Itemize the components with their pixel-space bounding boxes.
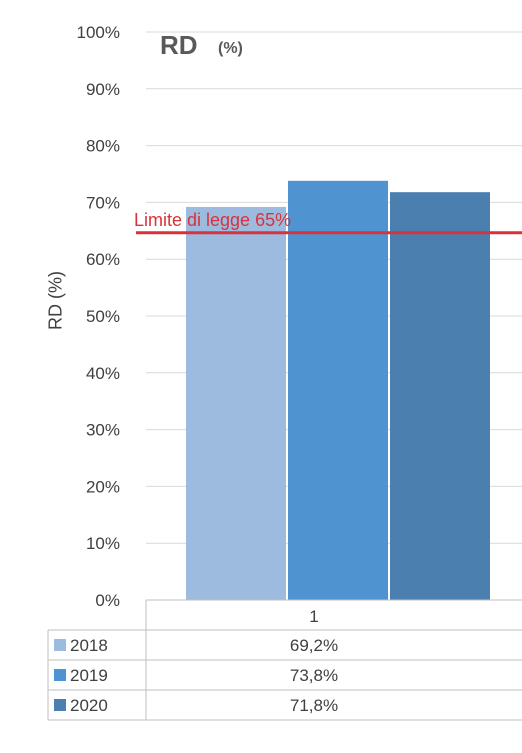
bar-2018 [186,206,286,600]
legend-swatch-2019 [54,669,66,681]
y-tick-label: 50% [86,307,120,326]
chart-subtitle: (%) [218,40,243,57]
legend-label-2020: 2020 [70,696,108,715]
y-tick-label: 0% [95,591,120,610]
legend-label-2018: 2018 [70,636,108,655]
y-tick-label: 90% [86,80,120,99]
legend-label-2019: 2019 [70,666,108,685]
y-tick-label: 10% [86,534,120,553]
y-tick-label: 20% [86,477,120,496]
legend-swatch-2018 [54,639,66,651]
legend-swatch-2020 [54,699,66,711]
chart-title: RD [160,30,198,60]
x-category-label: 1 [309,607,318,626]
y-tick-label: 80% [86,137,120,156]
y-tick-label: 70% [86,193,120,212]
data-label-2019: 73,8% [290,666,338,685]
bars [186,180,490,601]
y-tick-label: 30% [86,421,120,440]
y-axis-label: RD (%) [45,271,66,330]
y-tick-label: 40% [86,364,120,383]
y-tick-label: 60% [86,250,120,269]
data-label-2018: 69,2% [290,636,338,655]
data-label-2020: 71,8% [290,696,338,715]
bar-2019 [288,180,388,601]
y-axis-ticks: 0% 10% 20% 30% 40% 50% 60% 70% 80% 90% 100% [77,23,120,610]
reference-line-label: Limite di legge 65% [134,210,291,230]
reference-line-group: Limite di legge 65% [134,210,522,235]
y-tick-label: 100% [77,23,120,42]
data-table: 1 2018 69,2% 2019 73,8% 2020 71,8% [47,599,522,721]
bar-2020 [390,192,490,600]
